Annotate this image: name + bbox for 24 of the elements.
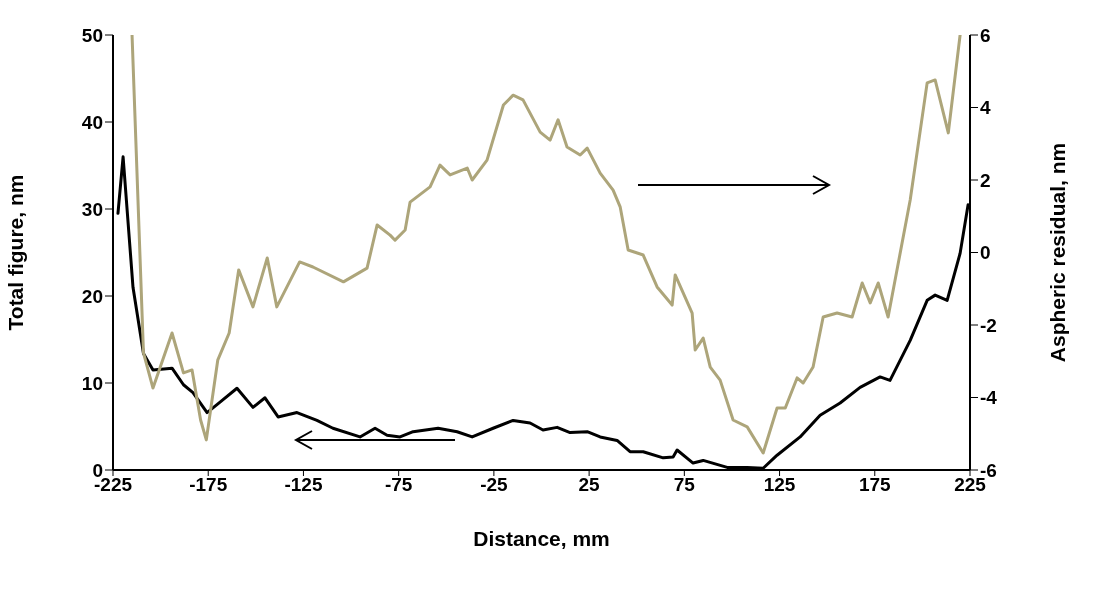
- y-tick-label: 10: [81, 372, 103, 394]
- x-tick-label: 175: [858, 474, 892, 496]
- y-axis-title: Total figure, nm: [4, 174, 28, 331]
- y-tick-label: 40: [81, 111, 103, 133]
- x-tick-label: 75: [673, 474, 696, 496]
- x-tick-label: -175: [189, 474, 228, 496]
- x-axis-title: Distance, mm: [473, 527, 610, 550]
- y2-tick-label: -4: [980, 387, 998, 409]
- y2-tick-label: 4: [980, 97, 991, 119]
- y2-tick-label: -2: [980, 314, 997, 336]
- x-tick-label: -75: [384, 474, 413, 496]
- y2-axis-title: Aspheric residual, nm: [1046, 142, 1070, 363]
- x-tick-label: 125: [763, 474, 796, 496]
- y2-tick-label: 0: [980, 242, 991, 264]
- line-series: [130, 35, 962, 455]
- x-tick-label: -125: [284, 474, 323, 496]
- x-tick-label: -25: [480, 474, 509, 496]
- y-tick-label: 30: [81, 198, 103, 220]
- y2-tick-label: 6: [980, 24, 991, 46]
- x-tick-label: 225: [954, 474, 987, 496]
- y2-tick-label: 2: [980, 169, 991, 191]
- y-tick-label: 50: [81, 24, 103, 46]
- y-tick-label: 20: [81, 285, 103, 307]
- x-tick-label: 25: [578, 474, 601, 496]
